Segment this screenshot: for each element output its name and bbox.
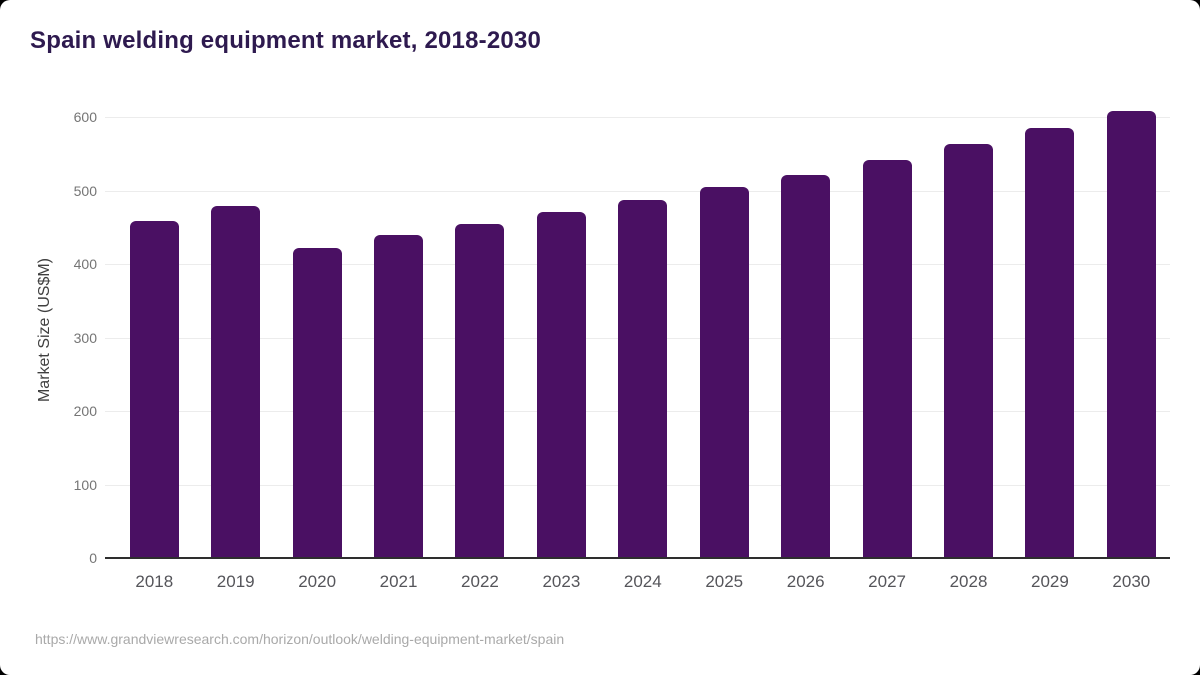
x-tick-label-2027: 2027 <box>868 572 906 591</box>
source-url: https://www.grandviewresearch.com/horizo… <box>35 631 565 647</box>
x-tick-label-2020: 2020 <box>298 572 337 591</box>
y-tick-label-100: 100 <box>73 476 97 493</box>
bar-2024[interactable] <box>618 200 668 558</box>
x-tick-label-2019: 2019 <box>216 572 255 591</box>
y-tick-label-200: 200 <box>73 403 97 420</box>
x-tick-label-2028: 2028 <box>949 572 988 591</box>
bar-2022[interactable] <box>455 223 505 558</box>
y-tick-label-0: 0 <box>89 550 97 566</box>
x-tick-label-2025: 2025 <box>705 572 744 591</box>
gridline-500 <box>105 190 1170 192</box>
bar-2025[interactable] <box>699 187 749 558</box>
y-tick-label-400: 400 <box>73 256 97 273</box>
x-tick-label-2023: 2023 <box>542 572 581 591</box>
bar-2019[interactable] <box>211 206 261 558</box>
bar-2023[interactable] <box>536 212 586 558</box>
bar-2027[interactable] <box>862 159 912 558</box>
bar-2028[interactable] <box>944 144 993 558</box>
bar-2021[interactable] <box>374 234 424 558</box>
x-tick-label-2021: 2021 <box>379 572 418 591</box>
y-tick-label-500: 500 <box>73 182 97 199</box>
x-tick-label-2026: 2026 <box>786 572 825 591</box>
bar-2026[interactable] <box>781 174 831 558</box>
bar-2020[interactable] <box>292 248 342 558</box>
bar-2030[interactable] <box>1106 110 1156 558</box>
x-tick-label-2018: 2018 <box>135 572 174 591</box>
x-tick-label-2022: 2022 <box>461 572 499 591</box>
bar-2029[interactable] <box>1025 128 1075 558</box>
bar-2018[interactable] <box>129 220 179 558</box>
x-tick-label-2030: 2030 <box>1112 572 1151 591</box>
x-axis-line <box>105 557 1170 559</box>
chart-title: Spain welding equipment market, 2018-203… <box>30 27 542 54</box>
gridline-600 <box>105 117 1170 119</box>
y-tick-label-600: 600 <box>73 109 97 126</box>
y-tick-label-300: 300 <box>73 329 97 346</box>
x-tick-label-2024: 2024 <box>623 572 662 591</box>
x-tick-label-2029: 2029 <box>1030 572 1069 591</box>
